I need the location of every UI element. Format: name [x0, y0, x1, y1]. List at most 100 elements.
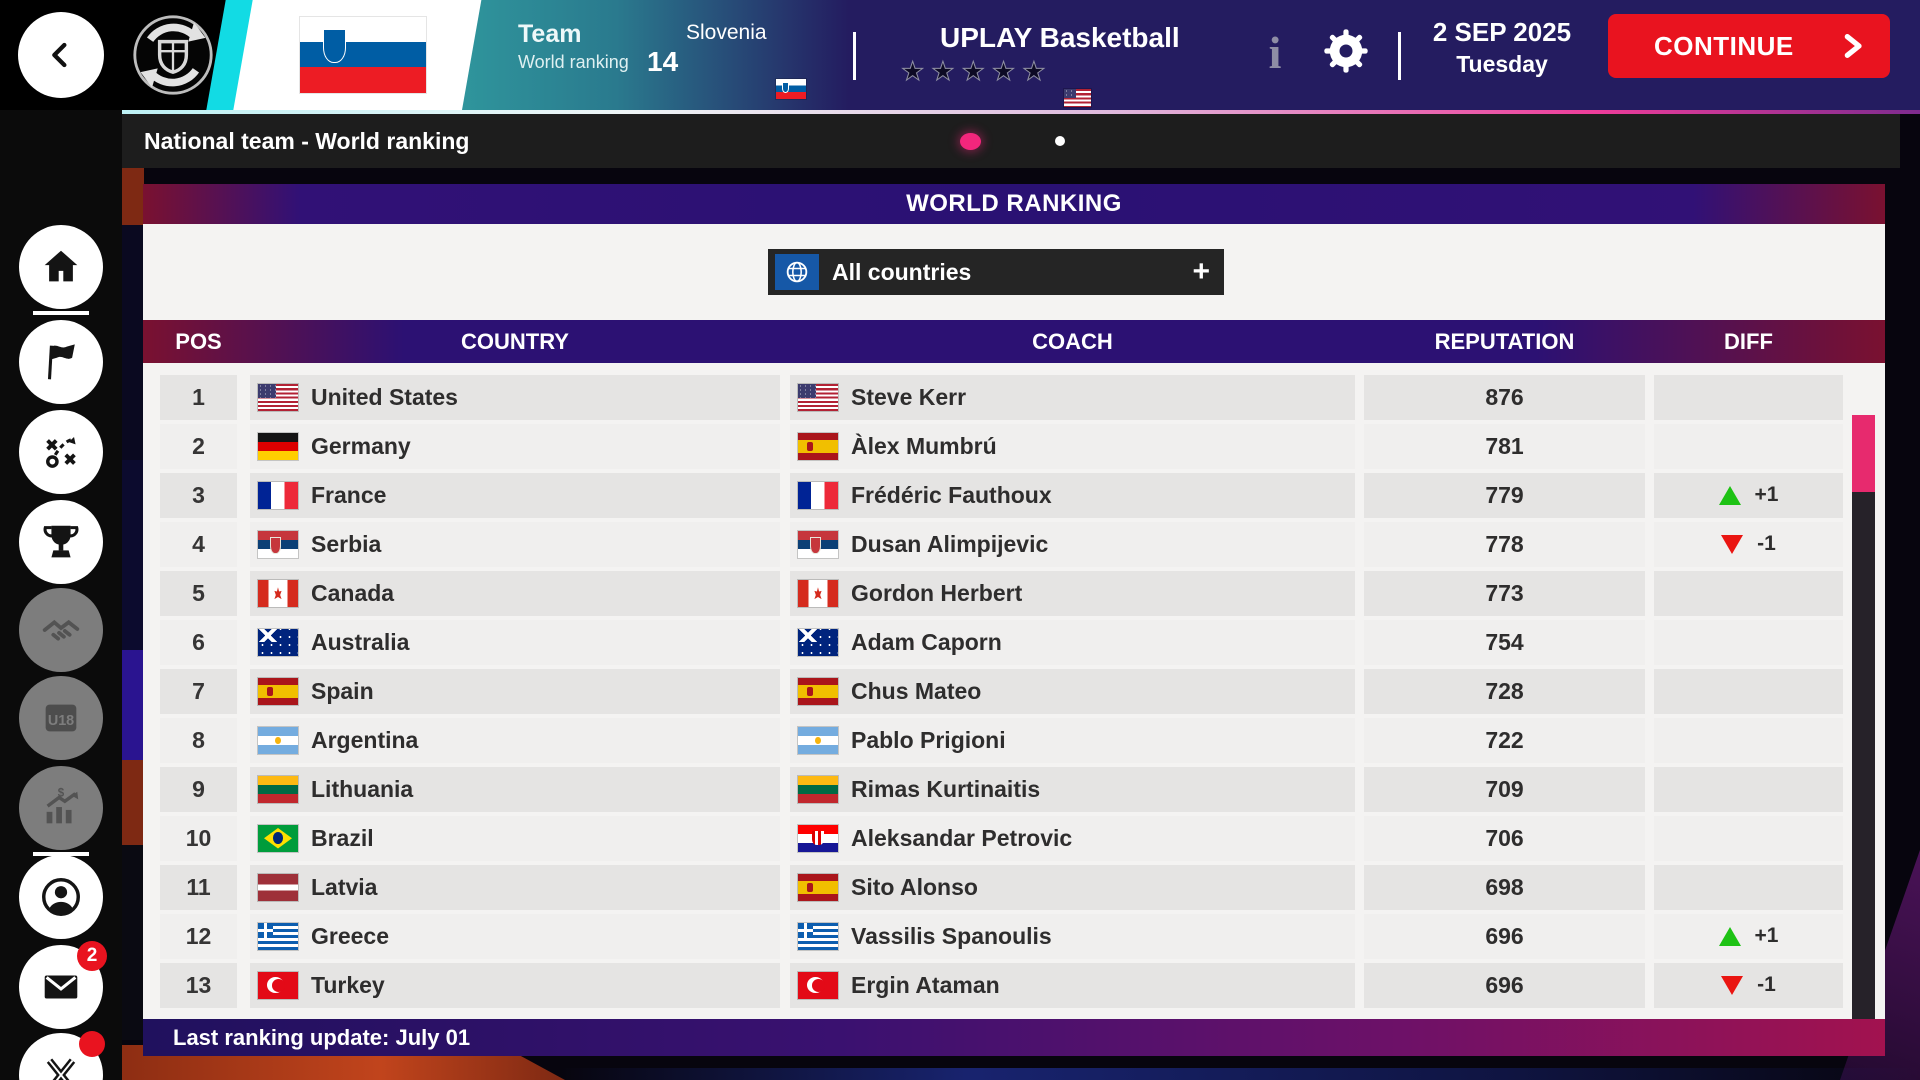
nation-rank: 14 — [647, 46, 679, 77]
competitions-icon — [43, 525, 79, 558]
table-row[interactable]: 13 Turkey Ergin Ataman 696 -1 — [160, 963, 1843, 1008]
table-row[interactable]: 4 Serbia Dusan Alimpijevic 778 -1 — [160, 522, 1843, 567]
table-scrollbar[interactable] — [1852, 415, 1875, 1043]
sidebar-item-profile[interactable] — [19, 855, 103, 939]
table-row[interactable]: 12 Greece Vassilis Spanoulis 696 +1 — [160, 914, 1843, 959]
table-row[interactable]: 8 Argentina Pablo Prigioni 722 — [160, 718, 1843, 763]
country-flag-icon — [258, 677, 298, 705]
country-name: Australia — [311, 628, 410, 655]
nation-name: Slovenia — [686, 21, 767, 44]
back-chevron-icon — [52, 42, 67, 68]
diff-value: -1 — [1757, 973, 1776, 997]
table-row[interactable]: 11 Latvia Sito Alonso 698 — [160, 865, 1843, 910]
coach-flag-icon — [798, 873, 838, 901]
row-pos: 13 — [160, 963, 237, 1008]
sidebar-item-u18: U18 — [19, 676, 103, 760]
table-row[interactable]: 6 Australia Adam Caporn 754 — [160, 620, 1843, 665]
settings-gear-icon[interactable] — [1314, 22, 1370, 82]
coach-name: Chus Mateo — [851, 677, 982, 704]
country-name: Argentina — [311, 726, 419, 753]
row-reputation: 779 — [1364, 473, 1645, 518]
row-coach: Aleksandar Petrovic — [790, 816, 1355, 861]
table-row[interactable]: 9 Lithuania Rimas Kurtinaitis 709 — [160, 767, 1843, 812]
sidebar-item-social-x[interactable] — [19, 1031, 105, 1080]
breadcrumb-bar: National team - World ranking — [122, 114, 1900, 168]
row-country: Germany — [250, 424, 780, 469]
row-diff — [1654, 375, 1843, 420]
col-header-country: COUNTRY — [461, 328, 569, 354]
row-coach: Rimas Kurtinaitis — [790, 767, 1355, 812]
row-pos: 9 — [160, 767, 237, 812]
continue-chevron-icon — [1844, 34, 1862, 58]
table-row[interactable]: 3 France Frédéric Fauthoux 779 +1 — [160, 473, 1843, 518]
continue-button[interactable]: CONTINUE — [1608, 14, 1890, 78]
diff-value: +1 — [1754, 924, 1779, 948]
country-flag-icon — [258, 579, 298, 607]
country-filter-dropdown[interactable]: All countries + — [768, 249, 1224, 295]
table-row[interactable]: 1 United States Steve Kerr 876 — [160, 375, 1843, 420]
row-reputation: 709 — [1364, 767, 1645, 812]
row-pos: 7 — [160, 669, 237, 714]
row-coach: Gordon Herbert — [790, 571, 1355, 616]
unread-count-badge: 2 — [77, 941, 107, 971]
coach-name: Steve Kerr — [851, 383, 967, 410]
row-pos: 8 — [160, 718, 237, 763]
row-pos: 1 — [160, 375, 237, 420]
team-ranking-panel — [462, 0, 902, 110]
table-header: POS COUNTRY COACH REPUTATION DIFF — [143, 320, 1885, 363]
row-pos: 3 — [160, 473, 237, 518]
row-country: United States — [250, 375, 780, 420]
row-diff — [1654, 816, 1843, 861]
footer-text: Last ranking update: July 01 — [173, 1024, 471, 1050]
back-button[interactable] — [18, 12, 104, 98]
page-dots — [960, 114, 1065, 168]
info-icon[interactable]: i — [1258, 22, 1292, 82]
row-diff: -1 — [1654, 963, 1843, 1008]
diff-up-icon — [1718, 926, 1741, 946]
coach-name: Ergin Ataman — [851, 971, 1000, 998]
coach-flag-icon — [798, 677, 838, 705]
row-diff — [1654, 424, 1843, 469]
diff-down-icon — [1721, 975, 1744, 995]
row-coach: Adam Caporn — [790, 620, 1355, 665]
coach-name: Rimas Kurtinaitis — [851, 775, 1041, 802]
table-row[interactable]: 7 Spain Chus Mateo 728 — [160, 669, 1843, 714]
home-icon — [44, 250, 78, 282]
sidebar-item-home[interactable] — [19, 225, 103, 309]
col-header-reputation: REPUTATION — [1434, 328, 1575, 354]
world-ranking-panel: WORLD RANKING All countries + POS COUNTR… — [143, 184, 1885, 1056]
table-row[interactable]: 2 Germany Àlex Mumbrú 781 — [160, 424, 1843, 469]
page-dot-inactive[interactable] — [1055, 136, 1065, 146]
team-sublabel: World ranking — [518, 52, 629, 72]
svg-text:$: $ — [58, 788, 65, 800]
coach-flag-icon — [798, 775, 838, 803]
scrollbar-thumb[interactable] — [1852, 415, 1875, 492]
sidebar-item-messages[interactable]: 2 — [19, 941, 107, 1029]
sidebar-item-agents — [19, 588, 103, 672]
row-coach: Ergin Ataman — [790, 963, 1355, 1008]
country-name: Brazil — [311, 824, 374, 851]
sidebar-item-national-team[interactable] — [19, 320, 103, 404]
row-pos: 10 — [160, 816, 237, 861]
page-dot-active[interactable] — [960, 132, 981, 150]
row-country: Lithuania — [250, 767, 780, 812]
breadcrumb: National team - World ranking — [144, 127, 470, 154]
coach-name: Adam Caporn — [851, 628, 1002, 655]
row-reputation: 696 — [1364, 914, 1645, 959]
row-country: Argentina — [250, 718, 780, 763]
sidebar-item-tactics[interactable] — [19, 410, 103, 494]
country-name: Latvia — [311, 873, 378, 900]
row-country: Turkey — [250, 963, 780, 1008]
table-row[interactable]: 10 Brazil Aleksandar Petrovic 706 — [160, 816, 1843, 861]
slovenia-flag-large-icon — [300, 17, 426, 93]
table-row[interactable]: 5 Canada Gordon Herbert 773 — [160, 571, 1843, 616]
coach-flag-icon — [798, 726, 838, 754]
row-diff — [1654, 767, 1843, 812]
game-logo-icon — [131, 13, 215, 97]
national-team-icon — [47, 344, 75, 380]
row-country: Spain — [250, 669, 780, 714]
sidebar-item-competitions[interactable] — [19, 500, 103, 584]
row-country: Canada — [250, 571, 780, 616]
row-reputation: 722 — [1364, 718, 1645, 763]
